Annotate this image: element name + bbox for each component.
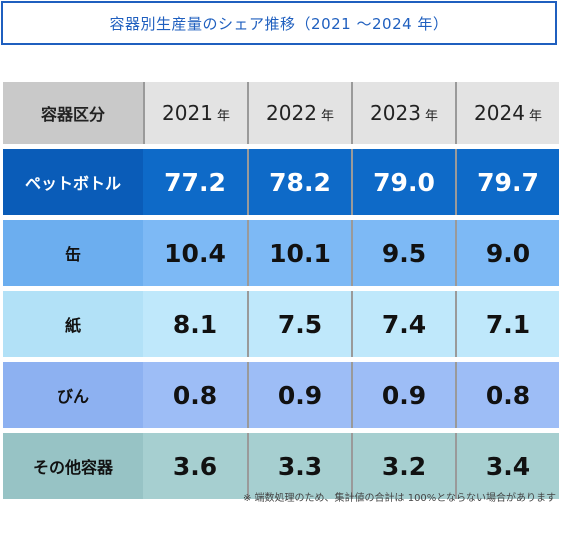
cell-value: 10.4 [143,220,247,286]
cell-value: 7.4 [351,291,455,357]
cell-value: 8.1 [143,291,247,357]
table-row: 紙 8.1 7.5 7.4 7.1 [3,291,559,357]
table-row: 缶 10.4 10.1 9.5 9.0 [3,220,559,286]
header-year-2021: 2021 年 [143,82,247,144]
cell-value: 7.5 [247,291,351,357]
cell-value: 79.0 [351,149,455,215]
header-category: 容器区分 [3,82,143,144]
cell-value: 9.5 [351,220,455,286]
row-label: その他容器 [3,433,143,499]
row-label: 紙 [3,291,143,357]
cell-value: 3.3 [247,433,351,499]
title-text: 容器別生産量のシェア推移（2021 〜2024 年） [109,14,449,33]
cell-value: 10.1 [247,220,351,286]
cell-value: 0.9 [351,362,455,428]
share-table: 容器区分 2021 年 2022 年 2023 年 2024 年 ペットボトル 77.2… [3,82,559,499]
table-row: その他容器 3.6 3.3 3.2 3.4 [3,433,559,499]
page-title: 容器別生産量のシェア推移（2021 〜2024 年） [1,1,557,45]
table-row: ペットボトル 77.2 78.2 79.0 79.7 [3,149,559,215]
cell-value: 78.2 [247,149,351,215]
row-label: ペットボトル [3,149,143,215]
header-year-2022: 2022 年 [247,82,351,144]
table-header-row: 容器区分 2021 年 2022 年 2023 年 2024 年 [3,82,559,144]
cell-value: 0.8 [455,362,559,428]
footnote: ※ 端数処理のため、集計値の合計は 100%とならない場合があります [242,493,556,504]
cell-value: 0.8 [143,362,247,428]
cell-value: 3.4 [455,433,559,499]
header-year-2024: 2024 年 [455,82,559,144]
cell-value: 0.9 [247,362,351,428]
cell-value: 9.0 [455,220,559,286]
cell-value: 79.7 [455,149,559,215]
cell-value: 7.1 [455,291,559,357]
cell-value: 3.2 [351,433,455,499]
row-label: 缶 [3,220,143,286]
row-label: びん [3,362,143,428]
cell-value: 3.6 [143,433,247,499]
header-year-2023: 2023 年 [351,82,455,144]
table-row: びん 0.8 0.9 0.9 0.8 [3,362,559,428]
cell-value: 77.2 [143,149,247,215]
